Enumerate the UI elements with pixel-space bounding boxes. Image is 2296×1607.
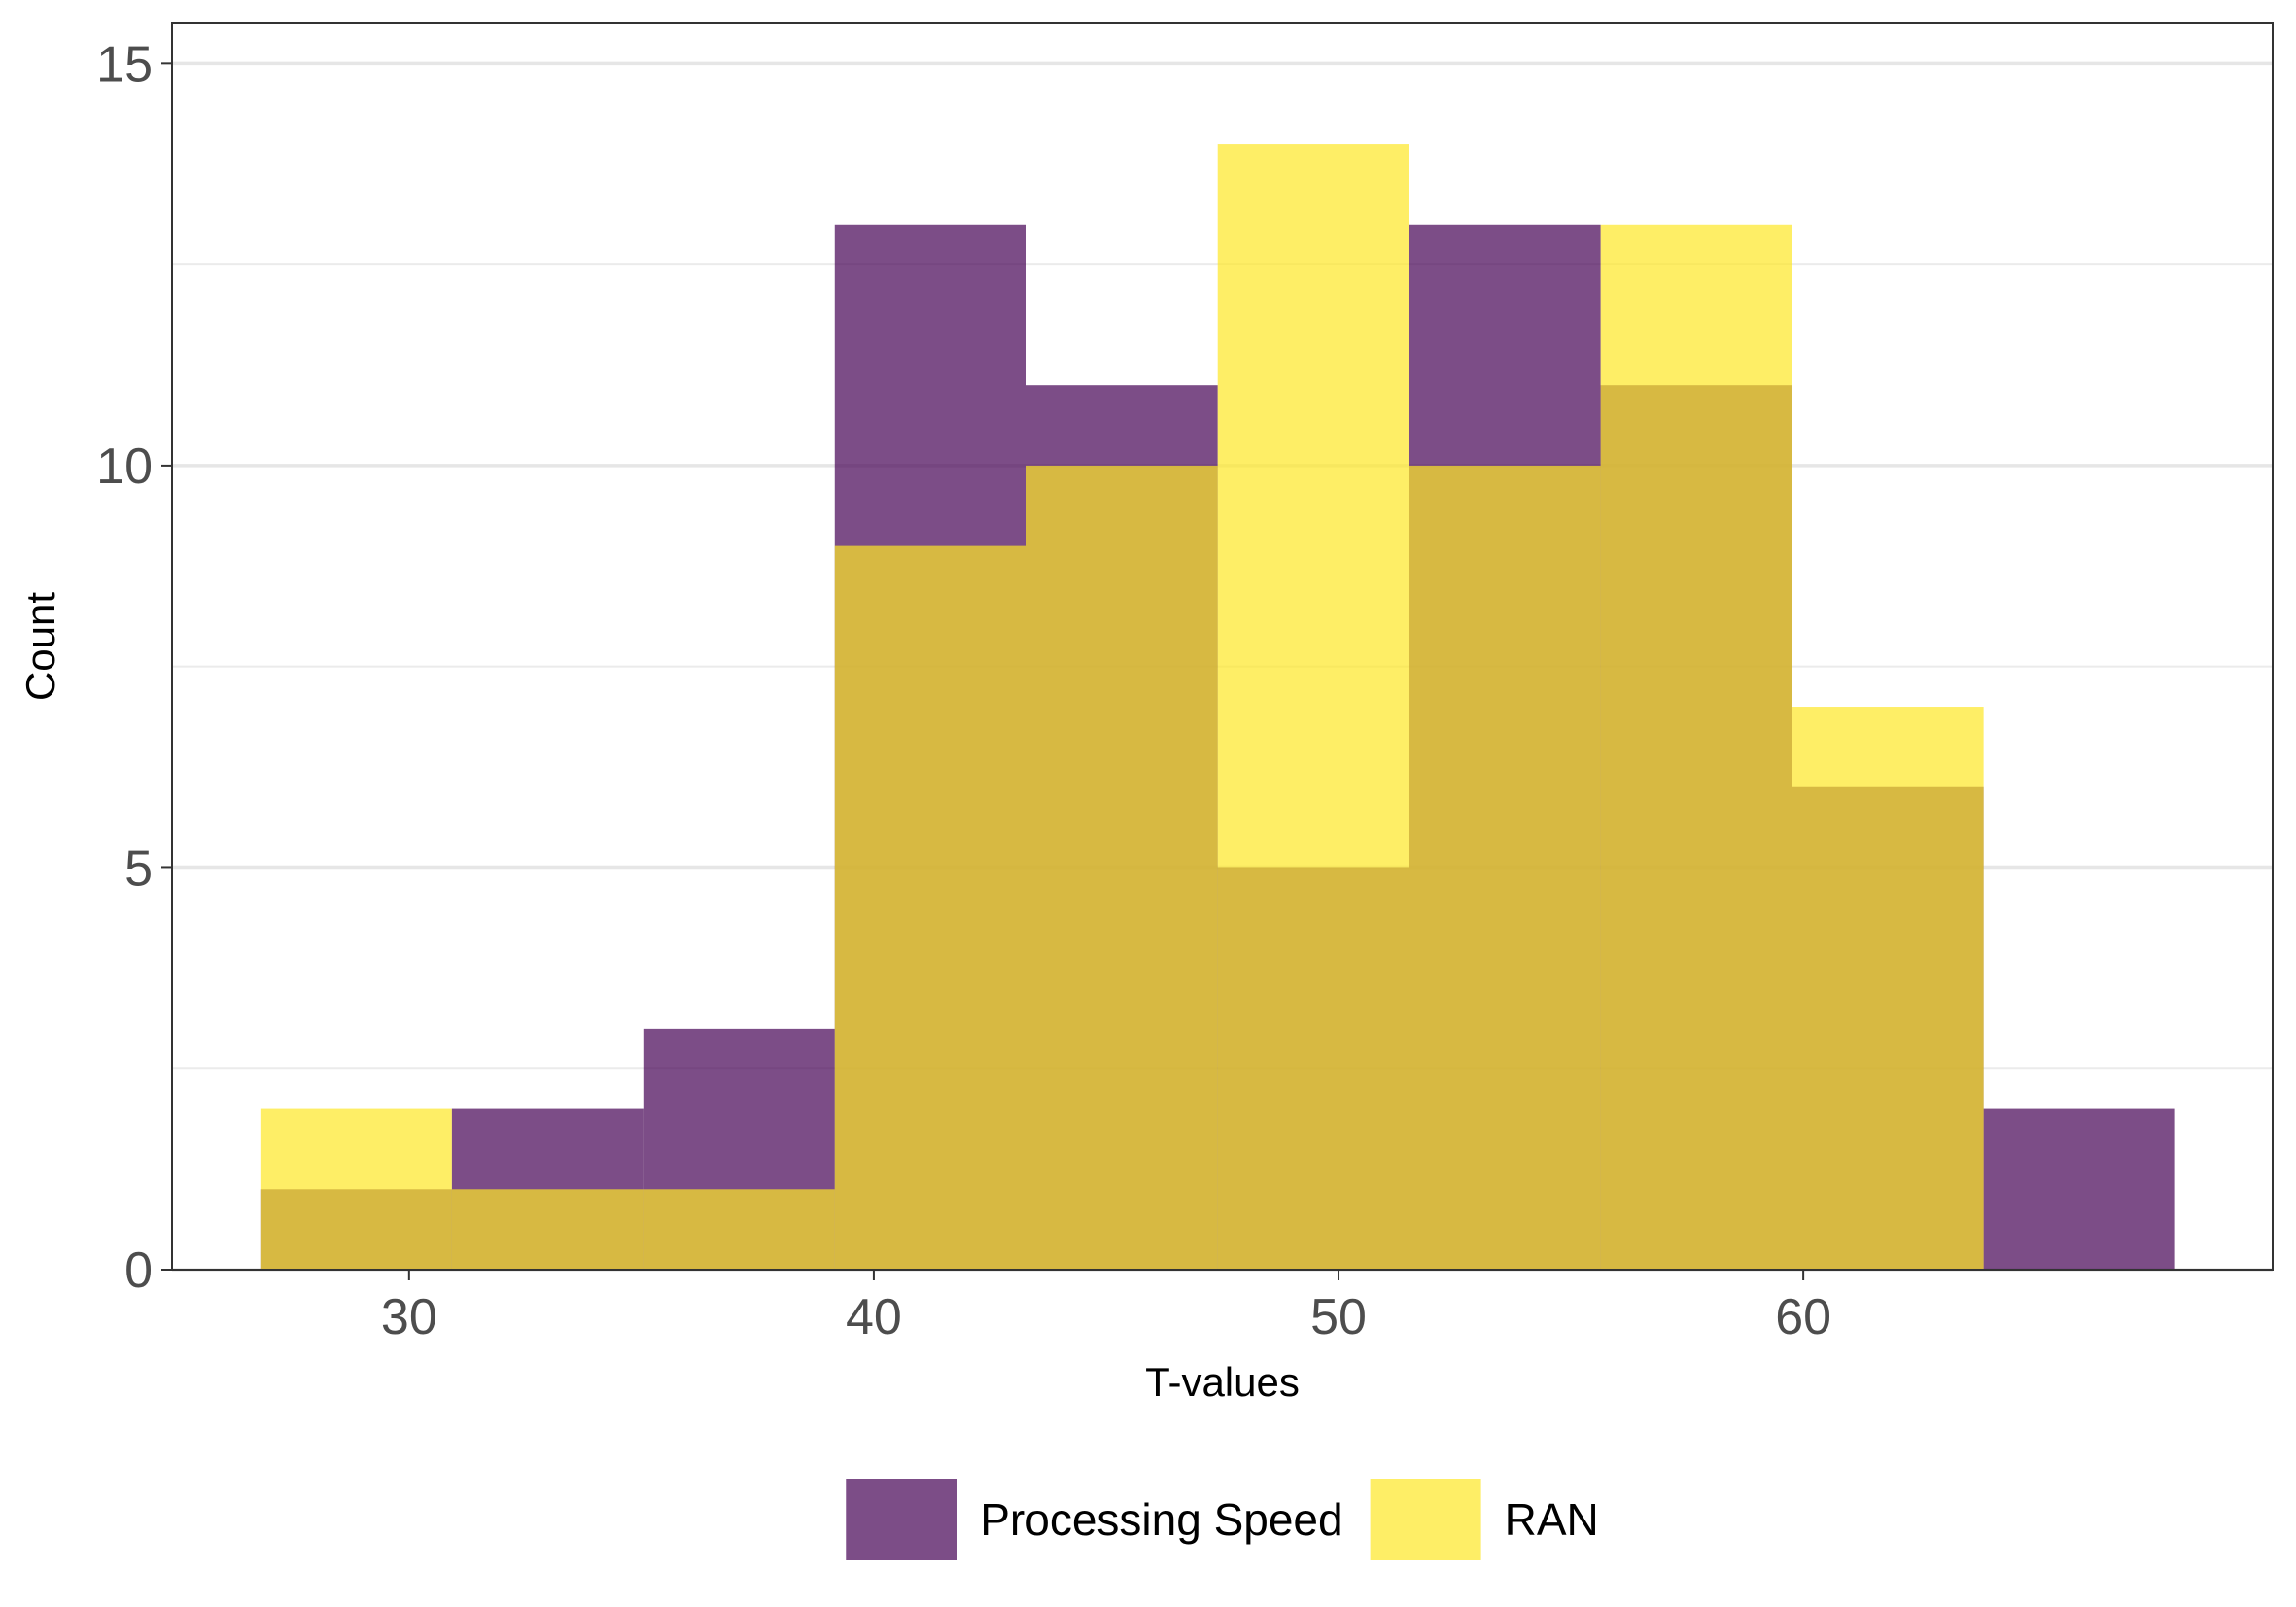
legend: Processing Speed RAN [846,1479,1599,1560]
legend-key-ran [1370,1479,1481,1560]
bar-ran-0 [260,1108,452,1270]
x-tick-label-2: 50 [1310,1289,1367,1345]
x-tick-label-1: 40 [846,1289,902,1345]
panel-border [171,22,2274,1271]
y-tick-label-0: 0 [124,1242,153,1299]
bar-ran-2 [643,1189,835,1270]
x-tick-label-0: 30 [381,1289,437,1345]
y-tick-label-2: 10 [96,438,153,495]
y-tick-label-1: 5 [124,840,153,896]
bar-ran-1 [451,1189,644,1270]
y-axis-title: Count [17,592,63,701]
bar-processing-speed-9 [1983,1108,2175,1270]
x-axis: 30 40 50 60 [381,1270,1831,1345]
x-tick-label-3: 60 [1775,1289,1831,1345]
legend-key-processing-speed [846,1479,957,1560]
histogram-bars [260,144,2175,1271]
bar-ran-6 [1409,465,1601,1271]
y-tick-label-3: 15 [96,36,153,92]
bar-ran-7 [1600,224,1792,1271]
bar-ran-3 [834,545,1026,1270]
y-axis: 0 5 10 15 [96,36,172,1299]
bar-ran-8 [1792,707,1984,1270]
legend-label-ran: RAN [1505,1494,1599,1545]
legend-label-processing-speed: Processing Speed [980,1494,1342,1545]
bar-ran-5 [1217,144,1409,1271]
x-axis-title: T-values [1145,1359,1300,1405]
bar-ran-4 [1026,465,1218,1271]
